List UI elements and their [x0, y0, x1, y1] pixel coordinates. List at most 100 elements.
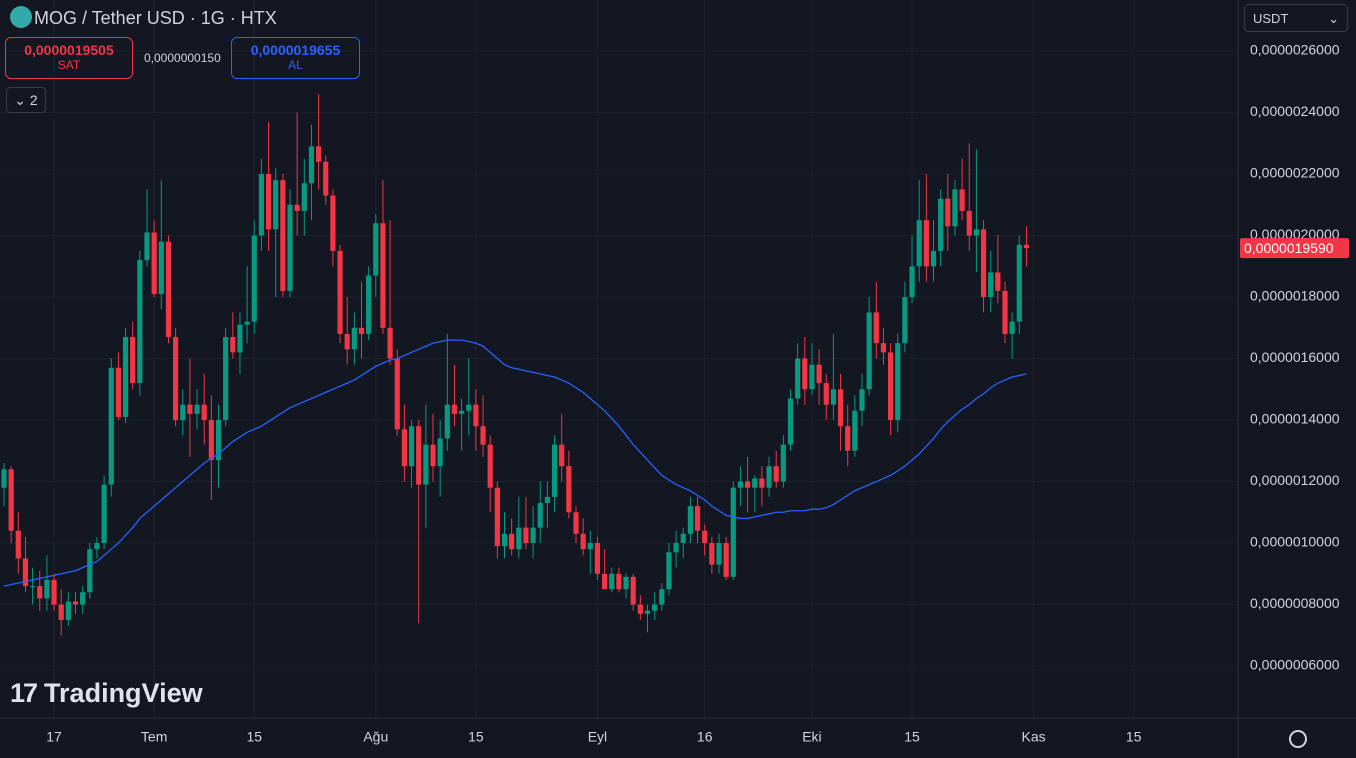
symbol-title: MOG / Tether USD · 1G · HTX	[34, 8, 277, 28]
candle-body	[759, 478, 765, 488]
candle-body	[752, 478, 758, 488]
candle-body	[180, 404, 186, 421]
candle-body	[316, 146, 322, 162]
buy-button[interactable]: 0,0000019655 AL	[231, 37, 360, 79]
indicators-toggle[interactable]: ⌄ 2	[6, 87, 46, 113]
candle-body	[594, 543, 601, 574]
last-price-tag	[1240, 238, 1349, 259]
candle-body	[194, 404, 200, 414]
candle-body	[923, 220, 929, 267]
candle-body	[258, 174, 264, 236]
candle-body	[215, 420, 222, 461]
sell-button[interactable]: 0,0000019505 SAT	[5, 37, 133, 79]
candle-body	[451, 404, 458, 414]
y-tick-label: 0,0000016000	[1250, 349, 1340, 365]
candle-body	[358, 327, 365, 334]
candle-body	[237, 324, 243, 353]
candle-body	[187, 404, 193, 414]
x-tick-label: 15	[904, 729, 920, 745]
candle-body	[580, 533, 586, 550]
candle-body	[165, 241, 172, 338]
candle-body	[373, 223, 379, 276]
candle-body	[888, 352, 894, 421]
candle-body	[366, 275, 372, 334]
x-tick-label: Tem	[141, 729, 167, 745]
candle-body	[644, 610, 651, 614]
candle-body	[709, 543, 715, 565]
spread: 0,0000000150	[144, 51, 221, 65]
candle-body	[337, 250, 343, 334]
x-tick-label: 17	[46, 729, 62, 745]
x-tick-label: 16	[697, 729, 713, 745]
candle-body	[473, 404, 479, 427]
candle-body	[494, 487, 500, 547]
currency-select[interactable]: USDT ⌄	[1244, 4, 1348, 32]
candle-body	[437, 438, 443, 467]
candle-body	[845, 426, 851, 451]
candle-body	[423, 444, 429, 485]
candle-body	[323, 161, 329, 196]
candle-body	[730, 487, 736, 577]
candle-body	[537, 503, 543, 528]
candle-body	[273, 180, 279, 230]
candle-body	[230, 337, 236, 353]
candle-body	[151, 232, 157, 294]
candle-body	[551, 444, 558, 497]
buy-price: 0,0000019655	[250, 42, 341, 58]
candle-body	[566, 466, 572, 513]
x-tick-label: 15	[246, 729, 262, 745]
candle-body	[72, 601, 79, 605]
y-tick-label: 0,0000010000	[1250, 534, 1340, 550]
y-tick-label: 0,0000022000	[1250, 165, 1340, 181]
candle-body	[716, 543, 722, 565]
candle-body	[173, 337, 179, 421]
candle-body	[837, 389, 844, 427]
candle-body	[287, 204, 293, 291]
candle-body	[130, 337, 136, 384]
sell-price: 0,0000019505	[24, 42, 114, 58]
y-tick-label: 0,0000024000	[1250, 103, 1340, 119]
candle-body	[945, 198, 951, 227]
candle-body	[830, 389, 836, 405]
symbol-icon	[10, 6, 32, 28]
x-tick-label: Ağu	[363, 729, 388, 745]
settings-button[interactable]	[1289, 730, 1307, 748]
candle-body	[623, 576, 629, 590]
candle-body	[387, 327, 393, 359]
candle-body	[516, 527, 522, 550]
candle-body	[122, 337, 129, 417]
candle-body	[652, 604, 658, 611]
candle-body	[530, 527, 536, 544]
candle-body	[58, 604, 64, 620]
candle-body	[144, 232, 150, 261]
candle-body	[244, 321, 250, 325]
candle-body	[809, 364, 815, 390]
candle-body	[408, 426, 415, 467]
candle-body	[208, 420, 214, 461]
y-tick-label: 0,0000008000	[1250, 595, 1340, 611]
candle-body	[880, 343, 887, 353]
x-tick-label: Eyl	[588, 729, 607, 745]
candle-body	[859, 389, 865, 411]
candle-body	[487, 444, 493, 488]
candle-body	[1002, 290, 1008, 334]
candle-body	[459, 410, 465, 414]
candle-body	[573, 512, 579, 534]
candle-body	[223, 337, 229, 421]
candle-body	[430, 444, 436, 467]
brand-logo: 17 TradingView	[10, 678, 203, 708]
candle-body	[745, 481, 751, 488]
candle-body	[51, 579, 57, 605]
candle-body	[666, 552, 672, 590]
candle-body	[938, 198, 944, 251]
x-tick-label: Eki	[802, 729, 821, 745]
candle-body	[852, 410, 858, 451]
sell-label: SAT	[57, 58, 81, 72]
candle-body	[902, 297, 908, 344]
candle-body	[65, 601, 71, 620]
candle-body	[401, 429, 407, 467]
candle-body	[509, 533, 515, 550]
candle-body	[330, 195, 336, 251]
y-tick-label: 0,0000012000	[1250, 472, 1340, 488]
